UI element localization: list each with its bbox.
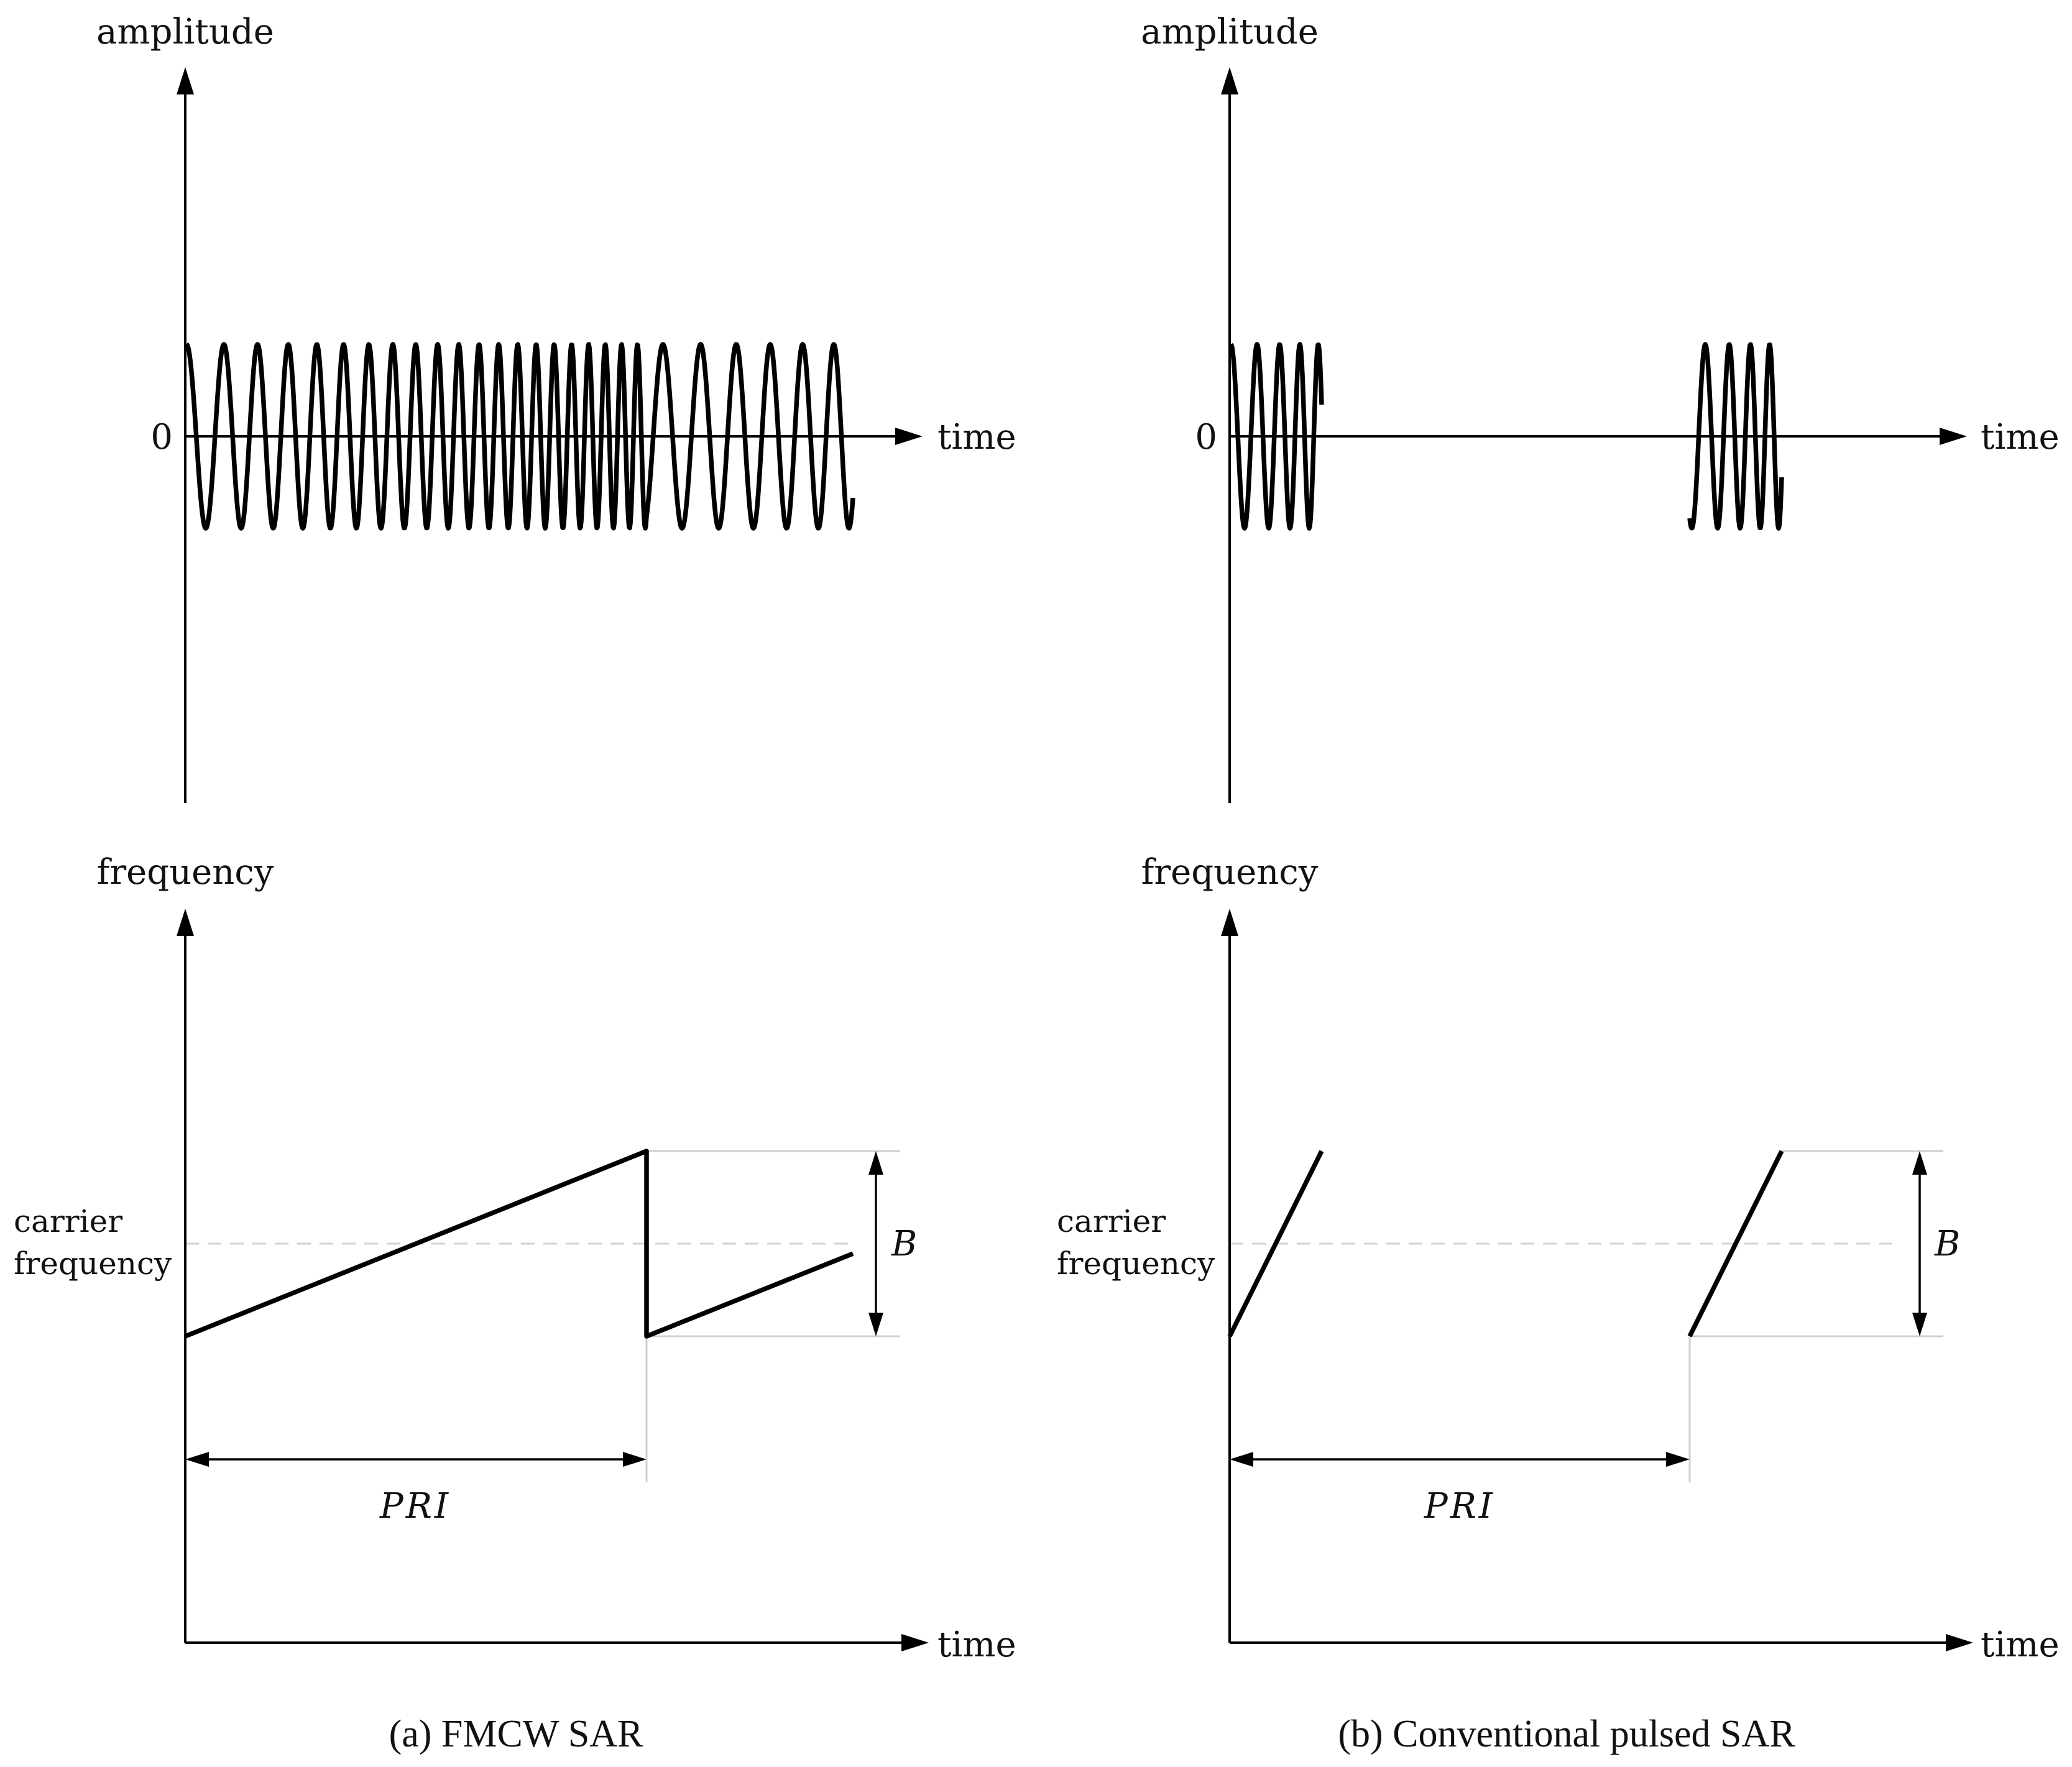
panel-b-pri-arrowhead-right [1666, 1452, 1690, 1467]
panel-a-amplitude-plot: amplitude time 0 [96, 12, 1016, 803]
panel-b-frequency-plot: B PRI frequency time carrier frequency [1057, 852, 2060, 1665]
panel-a-amplitude-x-arrowhead [895, 428, 923, 445]
panel-b-pulse-1-waveform [1228, 342, 1324, 531]
panel-a-amplitude-zero-label: 0 [150, 417, 173, 457]
panel-b-pri-label: PRI [1424, 1486, 1495, 1526]
panel-a-carrier-label-line1: carrier [14, 1203, 122, 1239]
panel-a-carrier-label-line2: frequency [14, 1246, 172, 1282]
panel-a-amplitude-ylabel: amplitude [96, 12, 274, 52]
panel-b-amplitude-x-arrowhead [1940, 428, 1967, 445]
panel-b-amplitude-zero-label: 0 [1195, 417, 1217, 457]
panel-b-frequency-x-arrowhead [1946, 1634, 1973, 1651]
panel-a-frequency-ylabel: frequency [97, 852, 274, 893]
panel-a-pri-arrowhead-right [623, 1452, 647, 1467]
panel-a-frequency-x-arrowhead [901, 1634, 929, 1651]
panel-a-caption: (a) FMCW SAR [389, 1713, 643, 1755]
panel-a-bandwidth-arrowhead-top [868, 1151, 883, 1175]
panel-b-bandwidth-arrowhead-bottom [1912, 1313, 1927, 1336]
panel-b-chirp-1 [1227, 1150, 1324, 1338]
panel-a-amplitude-y-arrowhead [177, 67, 194, 94]
panel-b-bandwidth-label: B [1934, 1224, 1960, 1264]
panel-a: amplitude time 0 B PRI [14, 12, 1016, 1755]
panel-b-pulse-2-waveform [1687, 342, 1784, 531]
panel-b: amplitude time 0 B [1057, 12, 2060, 1755]
panel-a-amplitude-xlabel: time [937, 417, 1016, 457]
panel-b-chirp-2 [1687, 1150, 1784, 1338]
panel-b-pri-arrowhead-left [1230, 1452, 1253, 1467]
panel-a-bandwidth-label: B [891, 1224, 917, 1264]
panel-b-frequency-y-arrowhead [1221, 909, 1238, 936]
panel-b-frequency-ylabel: frequency [1141, 852, 1319, 893]
panel-a-fmcw-waveform [185, 342, 855, 531]
panel-b-amplitude-xlabel: time [1981, 417, 2060, 457]
panel-b-carrier-label-line2: frequency [1057, 1246, 1215, 1282]
panel-b-caption: (b) Conventional pulsed SAR [1338, 1713, 1795, 1755]
panel-b-bandwidth-arrowhead-top [1912, 1151, 1927, 1175]
panel-a-frequency-plot: B PRI frequency time carrier frequency [14, 852, 1016, 1665]
panel-b-carrier-label-line1: carrier [1057, 1203, 1166, 1239]
panel-b-frequency-xlabel: time [1981, 1625, 2060, 1665]
panel-b-amplitude-ylabel: amplitude [1141, 12, 1319, 52]
panel-b-amplitude-y-arrowhead [1221, 67, 1238, 94]
panel-a-frequency-y-arrowhead [177, 909, 194, 936]
panel-b-amplitude-plot: amplitude time 0 [1141, 12, 2060, 803]
panel-a-frequency-xlabel: time [937, 1625, 1016, 1665]
panel-a-sawtooth-chirp [184, 1149, 854, 1339]
panel-a-pri-label: PRI [379, 1486, 451, 1526]
panel-a-bandwidth-arrowhead-bottom [868, 1313, 883, 1336]
panel-a-pri-arrowhead-left [185, 1452, 209, 1467]
